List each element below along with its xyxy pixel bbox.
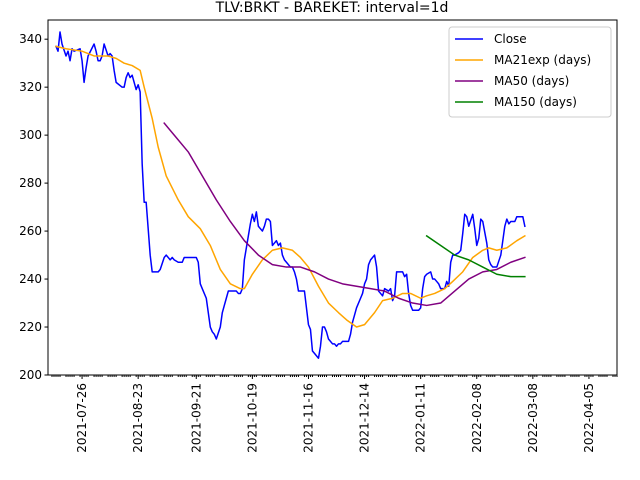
y-axis: 200 220 240 260 280 300 320 340 — [19, 32, 48, 382]
y-tick-label: 280 — [19, 176, 42, 190]
series-line-2 — [163, 122, 526, 307]
legend-label: Close — [494, 32, 527, 46]
y-tick-label: 220 — [19, 320, 42, 334]
legend-label: MA50 (days) — [494, 74, 569, 88]
series-line-3 — [425, 234, 526, 278]
x-tick-label: 2021-07-26 — [75, 383, 89, 453]
y-tick-label: 240 — [19, 272, 42, 286]
x-tick-label: 2021-08-23 — [131, 383, 145, 453]
plot-area — [55, 31, 526, 359]
series-line-1 — [55, 45, 526, 328]
x-tick-label: 2022-03-08 — [526, 383, 540, 453]
legend-frame — [448, 26, 612, 118]
x-axis: 2021-07-26 2021-08-23 2021-09-21 2021-10-19… — [51, 375, 618, 453]
x-tick-label: 2021-12-14 — [358, 383, 372, 453]
x-tick-label: 2022-02-08 — [470, 383, 484, 453]
y-tick-label: 260 — [19, 224, 42, 238]
series-line-0 — [55, 31, 526, 359]
legend: Close MA21exp (days) MA50 (days) MA150 (day… — [448, 26, 612, 118]
x-tick-label: 2022-01-11 — [414, 383, 428, 453]
y-tick-label: 300 — [19, 128, 42, 142]
axes-frame — [47, 19, 618, 376]
legend-label: MA21exp (days) — [494, 53, 591, 67]
chart-title: TLV:BRKT - BAREKET: interval=1d — [215, 0, 449, 16]
x-tick-label: 2022-04-05 — [582, 383, 596, 453]
x-tick-label: 2021-11-16 — [301, 383, 315, 453]
x-tick-label: 2021-09-21 — [189, 383, 203, 453]
legend-label: MA150 (days) — [494, 95, 577, 109]
y-tick-label: 340 — [19, 32, 42, 46]
y-tick-label: 320 — [19, 80, 42, 94]
x-tick-label: 2021-10-19 — [245, 383, 259, 453]
y-tick-label: 200 — [19, 368, 42, 382]
